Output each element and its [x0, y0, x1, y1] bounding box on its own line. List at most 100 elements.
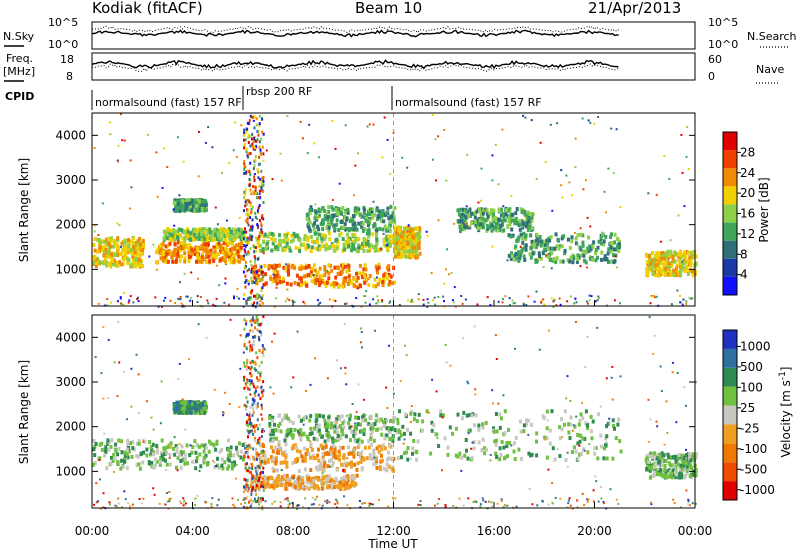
scatter-cell — [553, 246, 557, 251]
scatter-cell — [253, 115, 256, 119]
scatter-cell — [110, 252, 113, 257]
scatter-cell — [467, 429, 471, 434]
scatter-cell — [259, 233, 262, 237]
scatter-cell — [183, 400, 187, 405]
scatter-cell — [352, 283, 356, 288]
scatter-cell — [315, 273, 319, 278]
scatter-cell — [669, 463, 673, 468]
scatter-cell — [663, 443, 666, 446]
scatter-cell — [212, 245, 216, 250]
scatter-cell — [94, 264, 98, 269]
scatter-cell — [418, 251, 422, 256]
scatter-cell — [186, 461, 189, 466]
scatter-cell — [584, 250, 587, 255]
scatter-cell — [255, 451, 259, 456]
scatter-cell — [326, 430, 330, 435]
ground-scatter-cell — [122, 304, 125, 306]
scatter-cell — [396, 421, 400, 426]
scatter-cell — [160, 451, 163, 456]
scatter-cell — [307, 244, 311, 249]
scatter-cell — [439, 409, 443, 414]
scatter-cell — [367, 278, 370, 280]
scatter-cell — [309, 383, 312, 386]
scatter-cell — [101, 248, 105, 253]
scatter-cell — [332, 453, 336, 458]
scatter-cell — [344, 279, 348, 284]
scatter-cell — [189, 405, 193, 410]
scatter-cell — [128, 207, 131, 210]
scatter-cell — [305, 485, 309, 490]
scatter-cell — [645, 252, 648, 257]
scatter-cell — [501, 213, 505, 217]
scatter-cell — [378, 277, 382, 282]
scatter-cell — [131, 440, 135, 445]
scatter-cell — [678, 471, 682, 476]
scatter-cell — [225, 234, 229, 239]
scatter-cell — [160, 438, 164, 443]
scatter-cell — [256, 196, 258, 200]
scatter-cell — [232, 257, 236, 262]
scatter-cell — [257, 170, 260, 174]
scatter-cell — [150, 416, 153, 419]
scatter-cell — [335, 282, 339, 287]
scatter-cell — [410, 420, 413, 423]
scatter-cell — [188, 204, 192, 209]
scatter-cell — [220, 227, 224, 232]
scatter-cell — [381, 280, 385, 284]
scatter-cell — [178, 452, 182, 457]
scatter-cell — [277, 450, 280, 455]
scatter-cell — [205, 228, 209, 233]
scatter-cell — [270, 248, 274, 253]
scatter-cell — [303, 456, 307, 461]
scatter-cell — [284, 234, 288, 239]
scatter-cell — [187, 407, 191, 412]
scatter-cell — [243, 143, 246, 147]
ground-scatter-cell — [157, 305, 160, 308]
scatter-cell — [173, 410, 177, 415]
scatter-cell — [299, 264, 303, 269]
scatter-cell — [232, 253, 236, 257]
scatter-cell — [388, 344, 390, 347]
scatter-cell — [218, 236, 222, 241]
scatter-cell — [145, 447, 149, 452]
scatter-cell — [204, 408, 208, 413]
scatter-cell — [399, 238, 403, 242]
scatter-cell — [251, 218, 254, 222]
scatter-cell — [315, 429, 319, 434]
scatter-cell — [327, 415, 331, 420]
scatter-cell — [183, 237, 187, 242]
scatter-cell — [454, 453, 458, 458]
scatter-cell — [644, 459, 648, 464]
scatter-cell — [539, 239, 543, 244]
scatter-cell — [277, 413, 281, 418]
scatter-cell — [176, 240, 180, 245]
scatter-cell — [560, 236, 564, 241]
scatter-cell — [131, 254, 135, 259]
scatter-cell — [232, 234, 236, 239]
scatter-cell — [581, 492, 584, 495]
scatter-cell — [209, 238, 213, 242]
scatter-cell — [271, 178, 274, 181]
scatter-cell — [295, 233, 299, 238]
ground-scatter-cell — [508, 297, 511, 300]
scatter-cell — [414, 234, 418, 239]
scatter-cell — [448, 273, 451, 276]
ground-scatter-cell — [328, 298, 331, 301]
scatter-cell — [185, 410, 189, 415]
scatter-cell — [678, 260, 682, 265]
scatter-cell — [613, 232, 617, 237]
scatter-cell — [560, 427, 564, 432]
scatter-cell — [187, 198, 191, 203]
scatter-cell — [573, 231, 576, 234]
ground-scatter-cell — [355, 297, 358, 299]
scatter-cell — [316, 453, 320, 458]
scatter-cell — [445, 179, 448, 182]
scatter-cell — [200, 259, 204, 264]
scatter-cell — [574, 449, 578, 454]
scatter-cell — [152, 487, 155, 490]
scatter-cell — [313, 227, 317, 232]
scatter-cell — [353, 475, 357, 480]
scatter-cell — [617, 249, 621, 253]
scatter-cell — [360, 214, 364, 219]
scatter-cell — [484, 421, 488, 425]
